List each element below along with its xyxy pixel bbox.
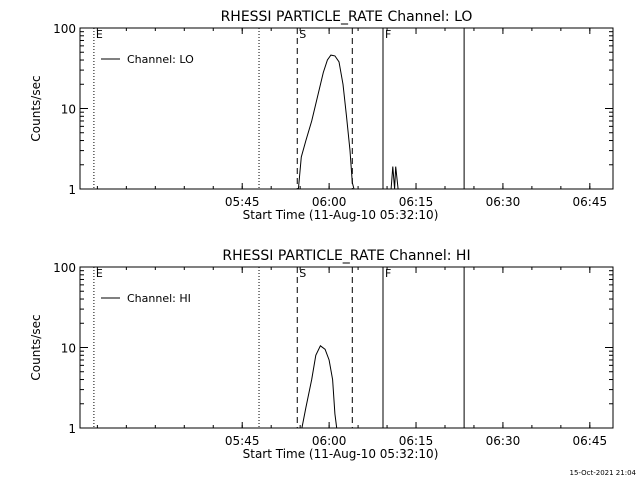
x-tick-label: 06:00 — [312, 195, 347, 209]
x-tick-label: 05:45 — [225, 434, 260, 448]
x-tick-label: 06:15 — [399, 195, 434, 209]
x-tick-label: 05:45 — [225, 195, 260, 209]
y-tick-label: 100 — [53, 261, 76, 275]
x-tick-label: 06:45 — [573, 195, 608, 209]
legend-label: Channel: HI — [127, 292, 191, 305]
chart-title: RHESSI PARTICLE_RATE Channel: HI — [222, 248, 470, 264]
event-marker-label: E — [96, 267, 103, 280]
y-tick-label: 10 — [61, 103, 76, 117]
event-marker-label: S — [299, 267, 306, 280]
y-tick-label: 100 — [53, 22, 76, 36]
x-axis-label: Start Time (11-Aug-10 05:32:10) — [243, 208, 439, 222]
y-tick-label: 10 — [61, 342, 76, 356]
hi-channel-panel: RHESSI PARTICLE_RATE Channel: HIESFE05:4… — [29, 248, 614, 461]
timestamp-label: 15-Oct-2021 21:04 — [570, 469, 637, 477]
rate-series-line — [390, 166, 399, 190]
x-tick-label: 06:15 — [399, 434, 434, 448]
legend-label: Channel: LO — [127, 53, 194, 66]
y-tick-label: 1 — [68, 183, 76, 197]
event-marker-label: S — [299, 28, 306, 41]
lo-channel-panel: RHESSI PARTICLE_RATE Channel: LOESFE05:4… — [29, 9, 614, 222]
event-marker-label: E — [96, 28, 103, 41]
chart-title: RHESSI PARTICLE_RATE Channel: LO — [221, 9, 473, 25]
y-axis-label: Counts/sec — [29, 75, 43, 141]
x-tick-label: 06:00 — [312, 434, 347, 448]
x-tick-label: 06:30 — [486, 195, 521, 209]
x-tick-label: 06:45 — [573, 434, 608, 448]
x-axis-label: Start Time (11-Aug-10 05:32:10) — [243, 447, 439, 461]
rate-series-line — [301, 345, 338, 429]
event-marker-label: F — [385, 267, 391, 280]
x-tick-label: 06:30 — [486, 434, 521, 448]
event-marker-label: F — [385, 28, 391, 41]
y-axis-label: Counts/sec — [29, 314, 43, 380]
rate-series-line — [297, 54, 355, 190]
y-tick-label: 1 — [68, 422, 76, 436]
